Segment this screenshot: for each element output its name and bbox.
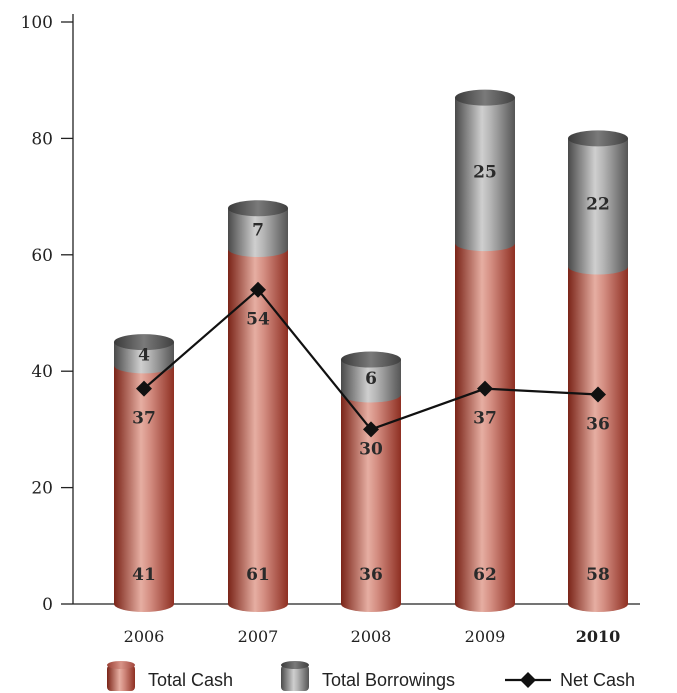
- data-label-net-cash: 37: [132, 409, 156, 429]
- legend-label-total-cash: Total Cash: [148, 670, 233, 690]
- bars-layer: [114, 89, 628, 613]
- legend-label-total-borrowings: Total Borrowings: [322, 670, 455, 690]
- legend-swatch-total-cash: [107, 665, 135, 691]
- data-label-total-cash: 36: [359, 565, 383, 585]
- x-category-label: 2009: [465, 627, 506, 646]
- data-label-net-cash: 37: [473, 409, 497, 429]
- bar-total-borrowings: [341, 359, 401, 403]
- legend-swatch-net-cash-marker: [520, 672, 536, 688]
- x-category-label: 2008: [351, 627, 392, 646]
- data-label-net-cash: 36: [586, 414, 610, 434]
- marker-net-cash: [136, 380, 152, 397]
- data-label-total-borrowings: 6: [365, 369, 377, 389]
- axis-layer: 0 20 40 60 80 100: [21, 13, 640, 615]
- y-tick-label: 0: [42, 595, 53, 615]
- bar-total-cash: [568, 266, 628, 612]
- legend-label-net-cash: Net Cash: [560, 670, 635, 690]
- data-label-total-borrowings: 7: [252, 221, 264, 241]
- data-label-total-cash: 58: [586, 565, 610, 585]
- data-label-total-borrowings: 25: [473, 162, 497, 182]
- bar-top-cap: [455, 89, 515, 106]
- y-tick-label: 40: [31, 362, 53, 382]
- legend: Total Cash Total Borrowings Net Cash: [107, 661, 635, 691]
- data-label-total-borrowings: 22: [586, 194, 610, 214]
- legend-swatch-cap: [281, 661, 309, 669]
- legend-swatch-cap: [107, 661, 135, 669]
- marker-net-cash: [250, 281, 266, 298]
- bar-total-cash: [341, 394, 401, 612]
- legend-swatch-total-borrowings: [281, 665, 309, 691]
- bar-top-cap: [341, 351, 401, 368]
- data-label-net-cash: 54: [246, 310, 270, 330]
- bar-total-borrowings: [455, 97, 515, 252]
- bar-total-cash: [228, 248, 288, 613]
- marker-net-cash: [590, 386, 606, 403]
- bar-total-cash: [455, 243, 515, 612]
- data-label-total-cash: 61: [246, 565, 270, 585]
- x-category-label: 2006: [124, 627, 165, 646]
- data-label-total-cash: 41: [132, 565, 156, 585]
- bar-total-borrowings: [114, 342, 174, 374]
- bar-top-cap: [114, 334, 174, 351]
- y-tick-label: 20: [31, 479, 53, 499]
- x-category-label: 2010: [576, 627, 621, 646]
- bar-total-cash: [114, 365, 174, 612]
- bar-total-borrowings: [228, 208, 288, 257]
- data-label-net-cash: 30: [359, 439, 383, 459]
- bar-top-cap: [568, 130, 628, 147]
- data-label-total-cash: 62: [473, 565, 497, 585]
- y-tick-label: 60: [31, 246, 53, 266]
- marker-net-cash: [477, 380, 493, 397]
- line-layer: [136, 281, 606, 438]
- x-category-label: 2007: [238, 627, 279, 646]
- bar-total-borrowings: [568, 138, 628, 275]
- labels-layer: 2006 41 4 2007 61 7 2008 36 6 2009 62 25 2010 58 22 37 5…: [124, 162, 621, 646]
- marker-net-cash: [363, 421, 379, 438]
- y-tick-label: 80: [31, 129, 53, 149]
- data-label-total-borrowings: 4: [138, 346, 150, 366]
- bar-top-cap: [228, 200, 288, 217]
- y-tick-label: 100: [21, 13, 53, 33]
